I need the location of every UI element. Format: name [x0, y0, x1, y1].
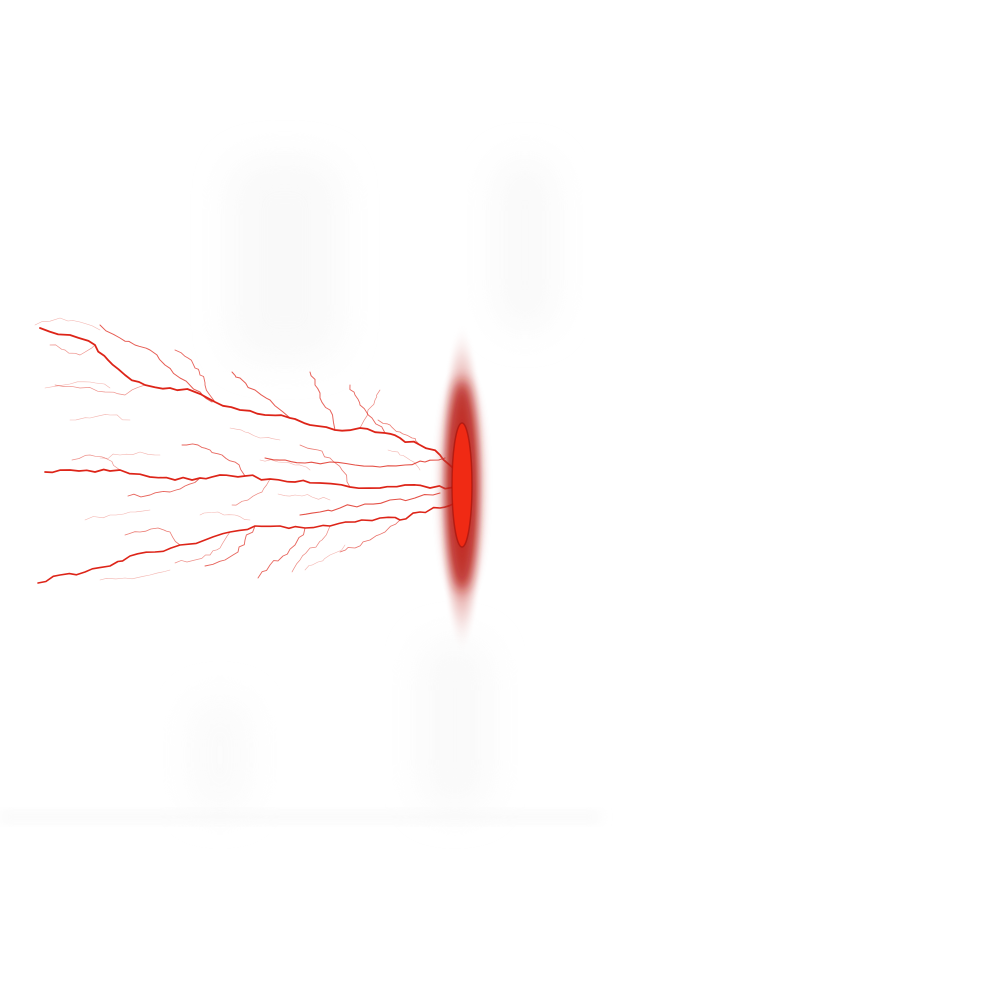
vein-branch [231, 371, 291, 419]
vein-branch [44, 468, 456, 490]
vein-branches [34, 317, 456, 584]
vein-branch [349, 384, 386, 434]
vein-branch [54, 384, 146, 396]
vein-capillary [259, 459, 311, 471]
ghost-shape [190, 700, 250, 810]
vein-capillary [69, 414, 131, 421]
vein-branch [299, 444, 351, 488]
vein-branch [231, 478, 271, 506]
vein-capillary [99, 569, 171, 581]
vein-branch [99, 324, 213, 403]
vein-branch [37, 502, 456, 584]
vein-branch [127, 477, 201, 498]
vein-branch [257, 527, 306, 579]
vein-capillary [44, 381, 111, 389]
glow-core-edge [451, 422, 473, 548]
vein-capillary [84, 509, 151, 521]
vein-branch [124, 527, 181, 546]
vein-capillary [277, 493, 331, 501]
vein-branch [174, 349, 216, 403]
vein-capillary [34, 317, 101, 331]
vein-branch [377, 419, 421, 446]
vein-capillary [99, 451, 161, 459]
red-glow-slit [438, 323, 486, 653]
vein-branch [71, 454, 121, 471]
background-ghost-shapes [0, 160, 600, 822]
vein-branch [339, 519, 401, 553]
vein-branch [181, 443, 246, 477]
glow-core [452, 423, 472, 547]
vein-branch [264, 457, 446, 468]
vein-branch [309, 371, 336, 431]
vein-capillary [229, 427, 281, 441]
vein-branch [49, 344, 96, 356]
vein-branch [174, 531, 231, 564]
vein-branch [359, 389, 381, 429]
vein-branch [39, 327, 456, 471]
vein-capillary [304, 544, 346, 571]
ghost-shape [420, 640, 490, 810]
ghost-band [0, 812, 600, 822]
vein-branch [204, 525, 256, 567]
vein-branch [291, 525, 331, 573]
vein-capillary [387, 449, 421, 471]
ghost-shape [230, 160, 340, 360]
ghost-shape [495, 160, 555, 330]
vein-branch [299, 492, 441, 516]
vein-capillary [199, 511, 251, 521]
